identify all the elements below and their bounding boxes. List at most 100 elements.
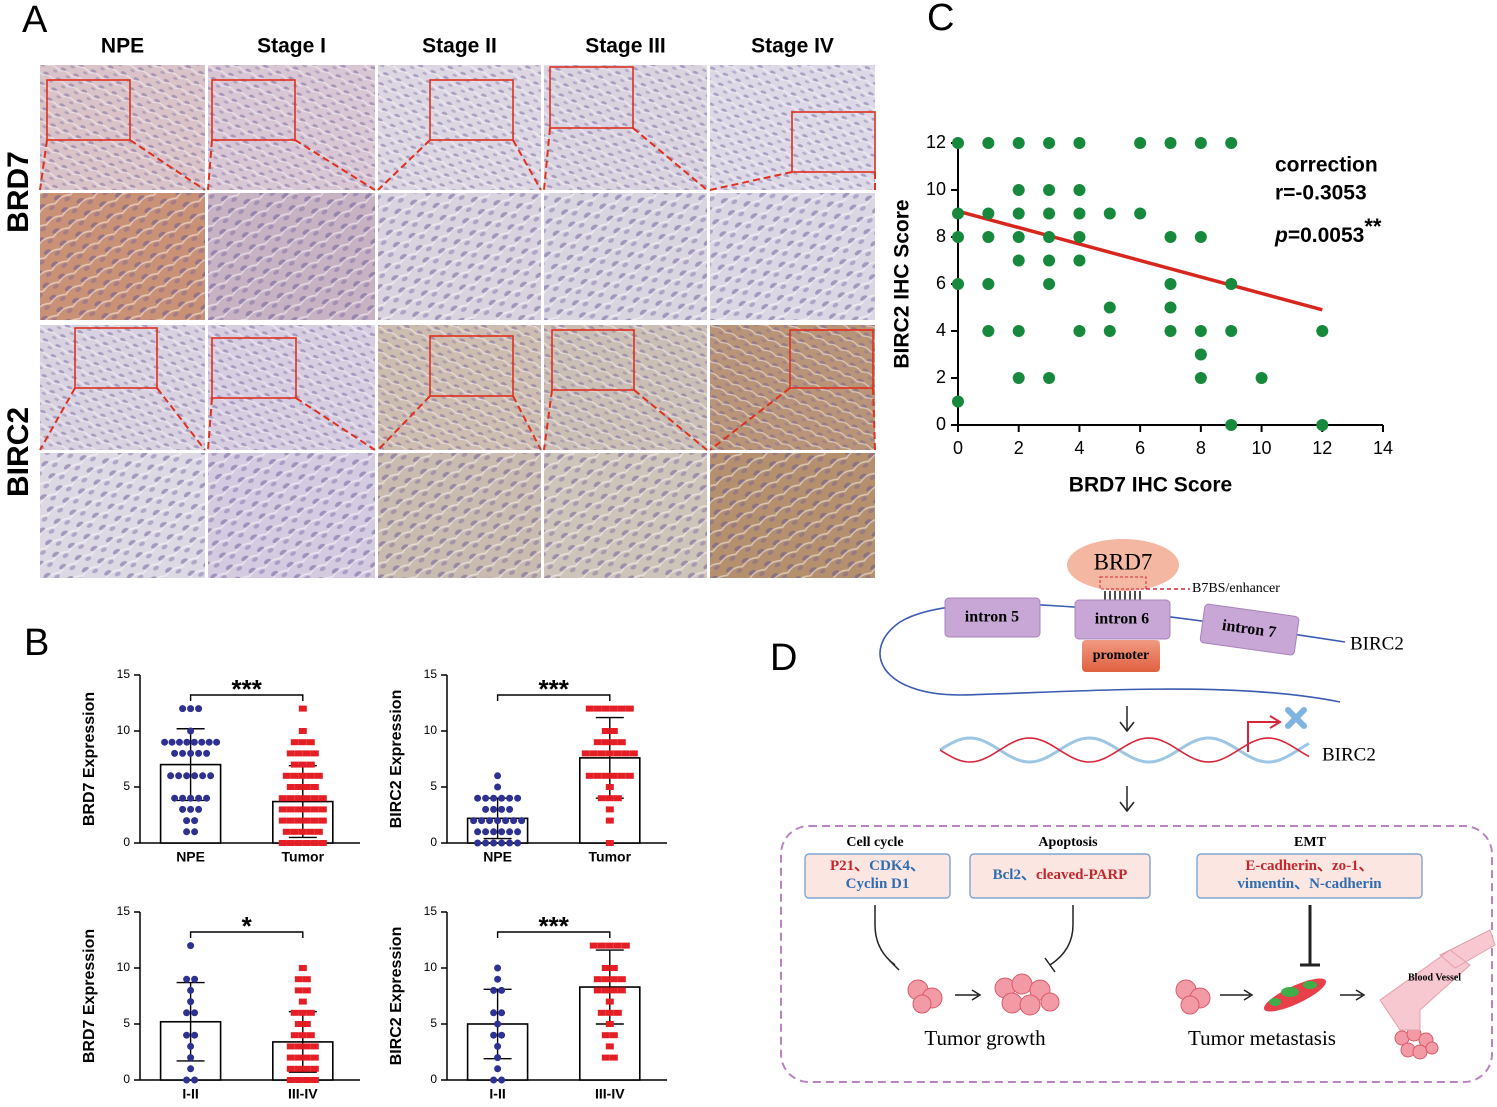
column-header: NPE: [101, 35, 144, 58]
data-point: [514, 794, 522, 802]
data-point: [982, 325, 995, 337]
data-point: [318, 795, 327, 802]
data-point: [183, 1031, 191, 1039]
data-point: [183, 1076, 191, 1084]
gene-label: BIRC2: [1350, 633, 1404, 654]
zoom-guide: [709, 171, 876, 191]
data-point: [290, 1009, 299, 1016]
data-point: [179, 749, 187, 757]
data-point: [294, 750, 303, 757]
data-point: [601, 965, 610, 971]
block-mark: [1285, 707, 1307, 729]
micrograph-texture: [208, 325, 375, 450]
data-point: [1255, 372, 1268, 384]
p-symbol: p: [1274, 224, 1288, 247]
data-point: [1012, 254, 1025, 267]
data-point: [306, 772, 315, 779]
data-point: [613, 750, 622, 757]
data-point: [294, 817, 303, 824]
x-tick-label: NPE: [176, 849, 205, 865]
zoom-guide: [543, 127, 708, 191]
data-point: [298, 739, 307, 746]
data-point: [306, 761, 315, 768]
marker: cleaved-PARP: [1036, 867, 1127, 883]
data-point: [290, 1032, 299, 1039]
y-tick-label: 4: [936, 320, 946, 340]
data-point: [605, 1009, 614, 1016]
data-point: [1012, 207, 1025, 220]
intron-box: [944, 597, 1041, 638]
data-point: [952, 137, 964, 149]
data-point: [498, 1031, 506, 1039]
data-point: [310, 1054, 319, 1061]
data-point: [314, 828, 323, 835]
data-point: [310, 784, 319, 790]
data-point: [601, 772, 610, 779]
data-point: [482, 805, 490, 813]
p-value: =0.0053: [1288, 224, 1365, 247]
data-point: [310, 750, 319, 757]
data-point: [952, 278, 964, 290]
arrow: [1119, 786, 1135, 813]
data-point: [1164, 278, 1177, 290]
marker: Bcl2、: [993, 867, 1036, 883]
data-point: [1073, 207, 1086, 220]
data-point: [282, 772, 291, 779]
data-point: [191, 817, 199, 825]
data-point: [982, 137, 995, 149]
data-point: [506, 794, 514, 802]
intron-label: intron 5: [965, 609, 1019, 626]
data-point: [183, 817, 191, 825]
intron: intron 6: [1074, 599, 1171, 640]
data-point: [952, 231, 964, 243]
data-point: [597, 942, 606, 949]
data-point: [286, 1043, 295, 1050]
x-tick-label: Tumor: [282, 849, 325, 865]
data-point: [294, 1065, 303, 1072]
zoom-guide: [39, 387, 206, 451]
data-point: [490, 828, 498, 836]
data-point: [179, 805, 187, 813]
micrograph-texture: [40, 65, 205, 190]
data-point: [195, 805, 203, 813]
dna-strand: [939, 737, 1310, 763]
data-point: [1073, 254, 1086, 267]
significance: ***: [232, 674, 263, 704]
data-point: [294, 806, 303, 813]
data-point: [302, 750, 311, 757]
zoom-region: [429, 335, 514, 397]
data-point: [613, 795, 622, 802]
data-point: [605, 806, 614, 813]
data-point: [310, 806, 319, 813]
data-point: [318, 817, 327, 824]
data-point: [1012, 137, 1025, 149]
data-point: [490, 839, 498, 847]
data-point: [1043, 278, 1056, 290]
micrograph-texture: [208, 453, 375, 578]
data-point: [310, 817, 319, 824]
data-point: [183, 738, 191, 746]
data-point: [191, 1031, 199, 1039]
pathway-title: Cell cycle: [846, 835, 903, 850]
pathway-title: Apoptosis: [1038, 835, 1098, 850]
data-point: [486, 817, 494, 825]
inhibit-line: [1300, 905, 1320, 967]
dna-strand: [939, 736, 1310, 764]
data-point: [1225, 137, 1238, 149]
data-point: [617, 772, 626, 779]
y-axis-title: BRD7 Expression: [81, 692, 98, 826]
marker-line: Bcl2、cleaved-PARP: [993, 867, 1128, 883]
promoter-label: promoter: [1093, 648, 1150, 663]
data-point: [506, 828, 514, 836]
data-point: [187, 986, 195, 994]
data-point: [187, 998, 195, 1006]
data-point: [490, 1009, 498, 1017]
data-point: [195, 794, 203, 802]
data-point: [625, 772, 634, 779]
data-point: [1194, 137, 1207, 149]
data-point: [1043, 231, 1056, 243]
data-point: [1134, 207, 1147, 220]
data-point: [593, 739, 602, 746]
data-point: [589, 750, 598, 757]
